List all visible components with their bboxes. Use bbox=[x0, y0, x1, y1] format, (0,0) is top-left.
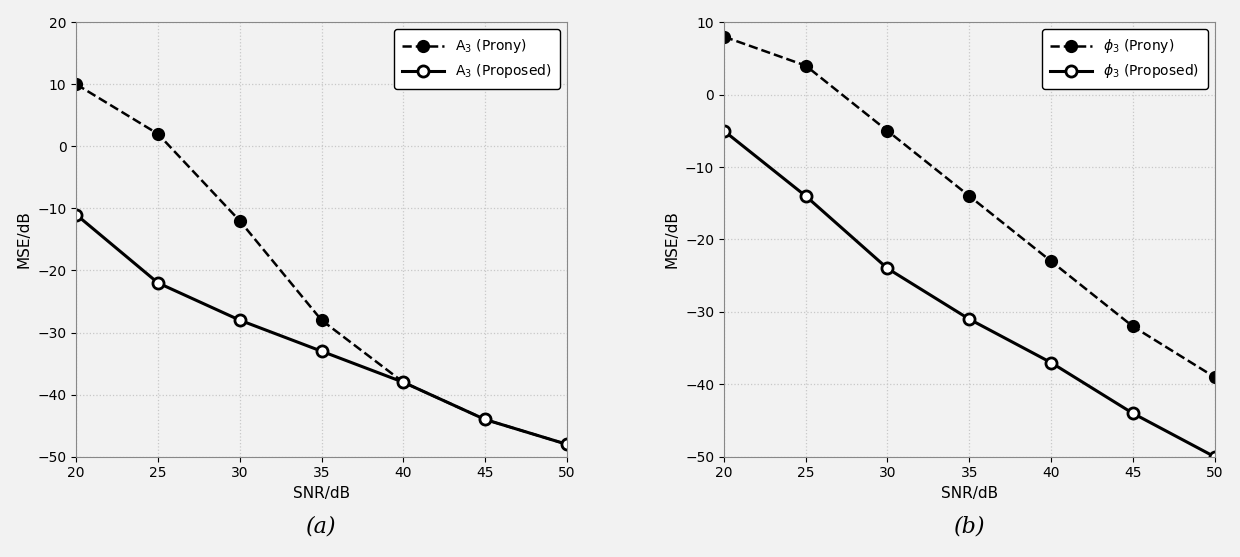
Y-axis label: MSE/dB: MSE/dB bbox=[665, 211, 680, 268]
A$_3$ (Proposed) bbox=[68, 211, 83, 218]
Legend: A$_3$ (Prony), A$_3$ (Proposed): A$_3$ (Prony), A$_3$ (Proposed) bbox=[394, 29, 560, 89]
Line: $\phi_3$ (Proposed): $\phi_3$ (Proposed) bbox=[718, 125, 1220, 462]
$\phi_3$ (Prony) bbox=[1208, 374, 1223, 380]
$\phi_3$ (Proposed) bbox=[1126, 410, 1141, 417]
A$_3$ (Prony) bbox=[68, 81, 83, 87]
Line: $\phi_3$ (Prony): $\phi_3$ (Prony) bbox=[718, 31, 1220, 383]
$\phi_3$ (Prony) bbox=[717, 33, 732, 40]
A$_3$ (Proposed) bbox=[232, 317, 247, 324]
A$_3$ (Proposed) bbox=[314, 348, 329, 355]
$\phi_3$ (Prony) bbox=[962, 193, 977, 199]
$\phi_3$ (Proposed) bbox=[1208, 453, 1223, 460]
Line: A$_3$ (Proposed): A$_3$ (Proposed) bbox=[71, 209, 573, 450]
A$_3$ (Proposed) bbox=[477, 416, 492, 423]
$\phi_3$ (Prony) bbox=[880, 128, 895, 134]
A$_3$ (Prony) bbox=[396, 379, 410, 385]
A$_3$ (Proposed) bbox=[150, 280, 165, 286]
Text: (b): (b) bbox=[954, 515, 985, 538]
Line: A$_3$ (Prony): A$_3$ (Prony) bbox=[71, 79, 573, 450]
$\phi_3$ (Proposed) bbox=[717, 128, 732, 134]
$\phi_3$ (Prony) bbox=[1126, 323, 1141, 330]
Legend: $\phi_3$ (Prony), $\phi_3$ (Proposed): $\phi_3$ (Prony), $\phi_3$ (Proposed) bbox=[1042, 29, 1208, 89]
$\phi_3$ (Proposed) bbox=[1044, 359, 1059, 366]
$\phi_3$ (Prony) bbox=[799, 62, 813, 69]
A$_3$ (Prony) bbox=[477, 416, 492, 423]
X-axis label: SNR/dB: SNR/dB bbox=[941, 486, 998, 501]
A$_3$ (Proposed) bbox=[396, 379, 410, 385]
A$_3$ (Prony) bbox=[150, 130, 165, 137]
A$_3$ (Prony) bbox=[232, 217, 247, 224]
Text: (a): (a) bbox=[306, 515, 337, 538]
$\phi_3$ (Prony) bbox=[1044, 258, 1059, 265]
A$_3$ (Prony) bbox=[314, 317, 329, 324]
Y-axis label: MSE/dB: MSE/dB bbox=[16, 211, 32, 268]
A$_3$ (Proposed) bbox=[559, 441, 574, 448]
X-axis label: SNR/dB: SNR/dB bbox=[293, 486, 350, 501]
$\phi_3$ (Proposed) bbox=[799, 193, 813, 199]
$\phi_3$ (Proposed) bbox=[962, 316, 977, 323]
A$_3$ (Prony) bbox=[559, 441, 574, 448]
$\phi_3$ (Proposed) bbox=[880, 265, 895, 272]
